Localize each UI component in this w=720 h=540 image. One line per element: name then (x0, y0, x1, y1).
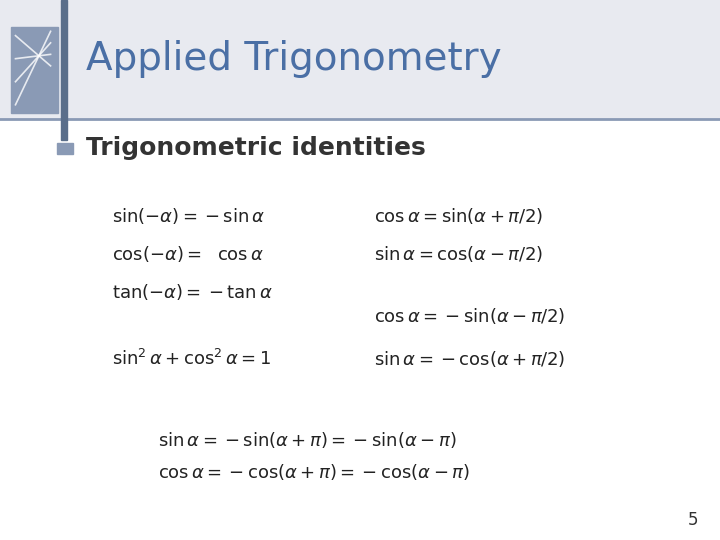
Bar (11, 27, 58, 113)
Bar (0, 0, 720, 119)
Text: $\cos\alpha = -\sin(\alpha - \pi/2)$: $\cos\alpha = -\sin(\alpha - \pi/2)$ (374, 306, 566, 326)
Text: $\sin\alpha = -\sin(\alpha + \pi) = -\sin(\alpha - \pi)$: $\sin\alpha = -\sin(\alpha + \pi) = -\si… (158, 430, 457, 450)
Text: Applied Trigonometry: Applied Trigonometry (86, 40, 502, 78)
Text: Trigonometric identities: Trigonometric identities (86, 137, 426, 160)
Bar (57, 143, 73, 154)
Text: $\cos\alpha = -\cos(\alpha + \pi) = -\cos(\alpha - \pi)$: $\cos\alpha = -\cos(\alpha + \pi) = -\co… (158, 462, 471, 483)
Text: $\sin^2\alpha + \cos^2\alpha = 1$: $\sin^2\alpha + \cos^2\alpha = 1$ (112, 349, 271, 369)
Text: 5: 5 (688, 511, 698, 529)
Text: $\cos\alpha = \sin(\alpha + \pi/2)$: $\cos\alpha = \sin(\alpha + \pi/2)$ (374, 206, 544, 226)
Text: $\sin\alpha = -\cos(\alpha + \pi/2)$: $\sin\alpha = -\cos(\alpha + \pi/2)$ (374, 349, 566, 369)
Text: $\sin(-\alpha) = -\sin\alpha$: $\sin(-\alpha) = -\sin\alpha$ (112, 206, 265, 226)
Bar (61, 0, 67, 140)
Text: $\sin\alpha = \cos(\alpha - \pi/2)$: $\sin\alpha = \cos(\alpha - \pi/2)$ (374, 244, 544, 264)
Text: $\cos(-\alpha) = \ \ \cos\alpha$: $\cos(-\alpha) = \ \ \cos\alpha$ (112, 244, 264, 264)
Text: $\tan(-\alpha) = -\tan\alpha$: $\tan(-\alpha) = -\tan\alpha$ (112, 281, 272, 302)
